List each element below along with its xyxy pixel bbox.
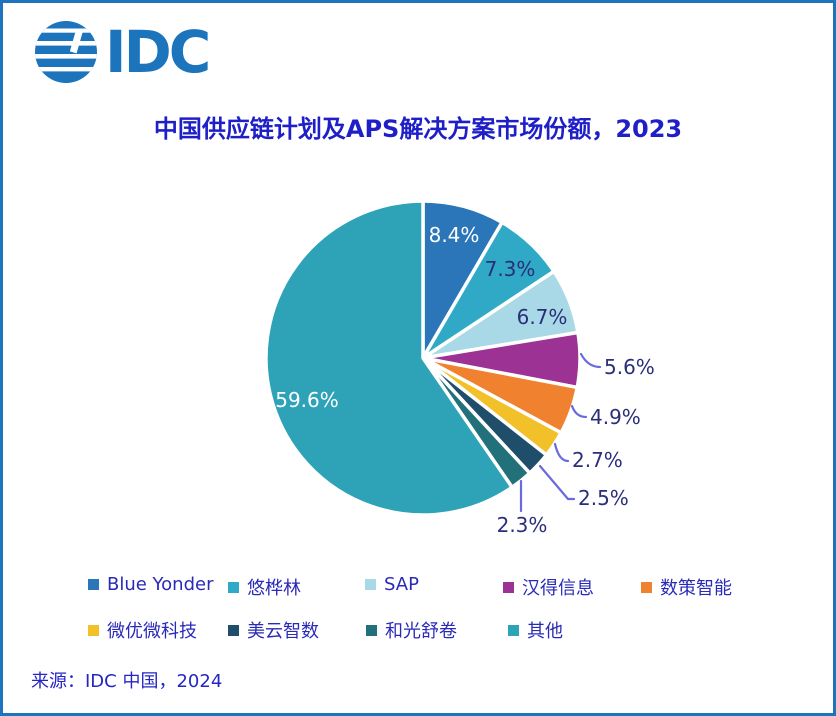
pct-label-其他: 59.6% <box>275 388 339 412</box>
chart-title: 中国供应链计划及APS解决方案市场份额，2023 <box>153 115 683 143</box>
pct-label-美云智数: 2.5% <box>578 486 629 510</box>
pct-label-微优微科技: 2.7% <box>572 448 623 472</box>
leader-line-微优微科技 <box>553 442 570 463</box>
idc-logo: IDC <box>33 18 211 86</box>
pie-chart: 8.4%7.3% 6.7% 59.6% 5.6% 4.9% 2.7% 2.5% 2.3% <box>264 199 655 537</box>
pct-label-悠桦林: 7.3% <box>485 257 536 281</box>
leader-line-数策智能 <box>570 404 588 419</box>
pct-label-汉得信息: 5.6% <box>604 355 655 379</box>
striped-globe-icon <box>35 21 97 83</box>
pct-label-Blue Yonder: 8.4% <box>429 223 480 247</box>
pct-label-和光舒卷: 2.3% <box>497 513 548 537</box>
pct-label-SAP: 6.7% <box>517 305 568 329</box>
pct-label-数策智能: 4.9% <box>590 405 641 429</box>
leader-line-美云智数 <box>538 464 576 501</box>
source-note: 来源：IDC 中国，2024 <box>31 671 223 692</box>
pie-slice-其他 <box>264 199 514 517</box>
leader-line-汉得信息 <box>579 352 602 369</box>
idc-logo-text: IDC <box>105 18 211 86</box>
